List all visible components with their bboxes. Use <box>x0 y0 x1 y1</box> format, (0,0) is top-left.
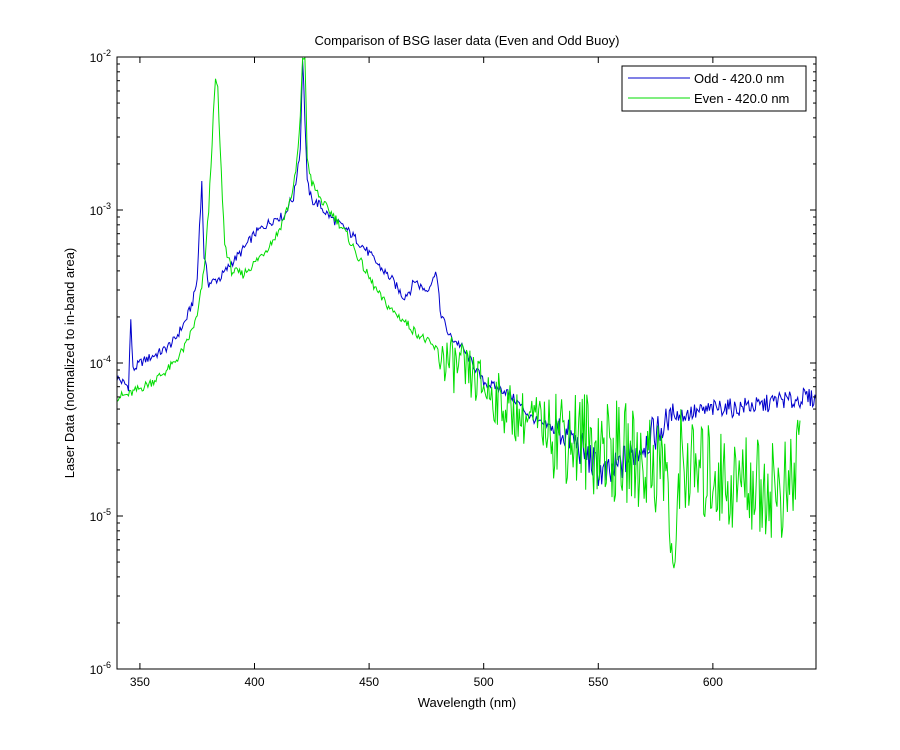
series-line-1 <box>117 60 816 486</box>
legend: Odd - 420.0 nm Even - 420.0 nm <box>621 65 807 112</box>
chart-title: Comparison of BSG laser data (Even and O… <box>315 33 620 48</box>
x-tick-label: 400 <box>244 675 264 689</box>
y-tick-label: 10-3 <box>90 201 111 218</box>
y-tick-exponent: -4 <box>103 354 111 364</box>
x-tick-label: 450 <box>359 675 379 689</box>
y-axis-label: Laser Data (normalized to in-band area) <box>62 248 77 479</box>
x-tick-label: 500 <box>474 675 494 689</box>
y-tick-exponent: -5 <box>103 507 111 517</box>
y-tick-base: 10 <box>90 357 104 371</box>
y-tick-exponent: -3 <box>103 201 111 211</box>
plot-area <box>117 57 816 569</box>
y-tick-base: 10 <box>90 204 104 218</box>
x-tick-label: 350 <box>130 675 150 689</box>
legend-box <box>621 65 807 112</box>
legend-label-2: Even - 420.0 nm <box>694 91 789 106</box>
y-tick-label: 10-5 <box>90 507 111 524</box>
x-tick-label: 600 <box>703 675 723 689</box>
y-tick-label: 10-2 <box>90 48 111 65</box>
x-axis-label: Wavelength (nm) <box>418 695 517 710</box>
y-tick-base: 10 <box>90 51 104 65</box>
x-tick-label: 550 <box>588 675 608 689</box>
y-tick-exponent: -2 <box>103 48 111 58</box>
y-tick-label: 10-6 <box>90 660 111 677</box>
y-tick-label: 10-4 <box>90 354 111 371</box>
legend-label-1: Odd - 420.0 nm <box>694 71 784 86</box>
y-tick-base: 10 <box>90 663 104 677</box>
series-line-2 <box>117 57 801 569</box>
y-tick-base: 10 <box>90 510 104 524</box>
y-tick-exponent: -6 <box>103 660 111 670</box>
